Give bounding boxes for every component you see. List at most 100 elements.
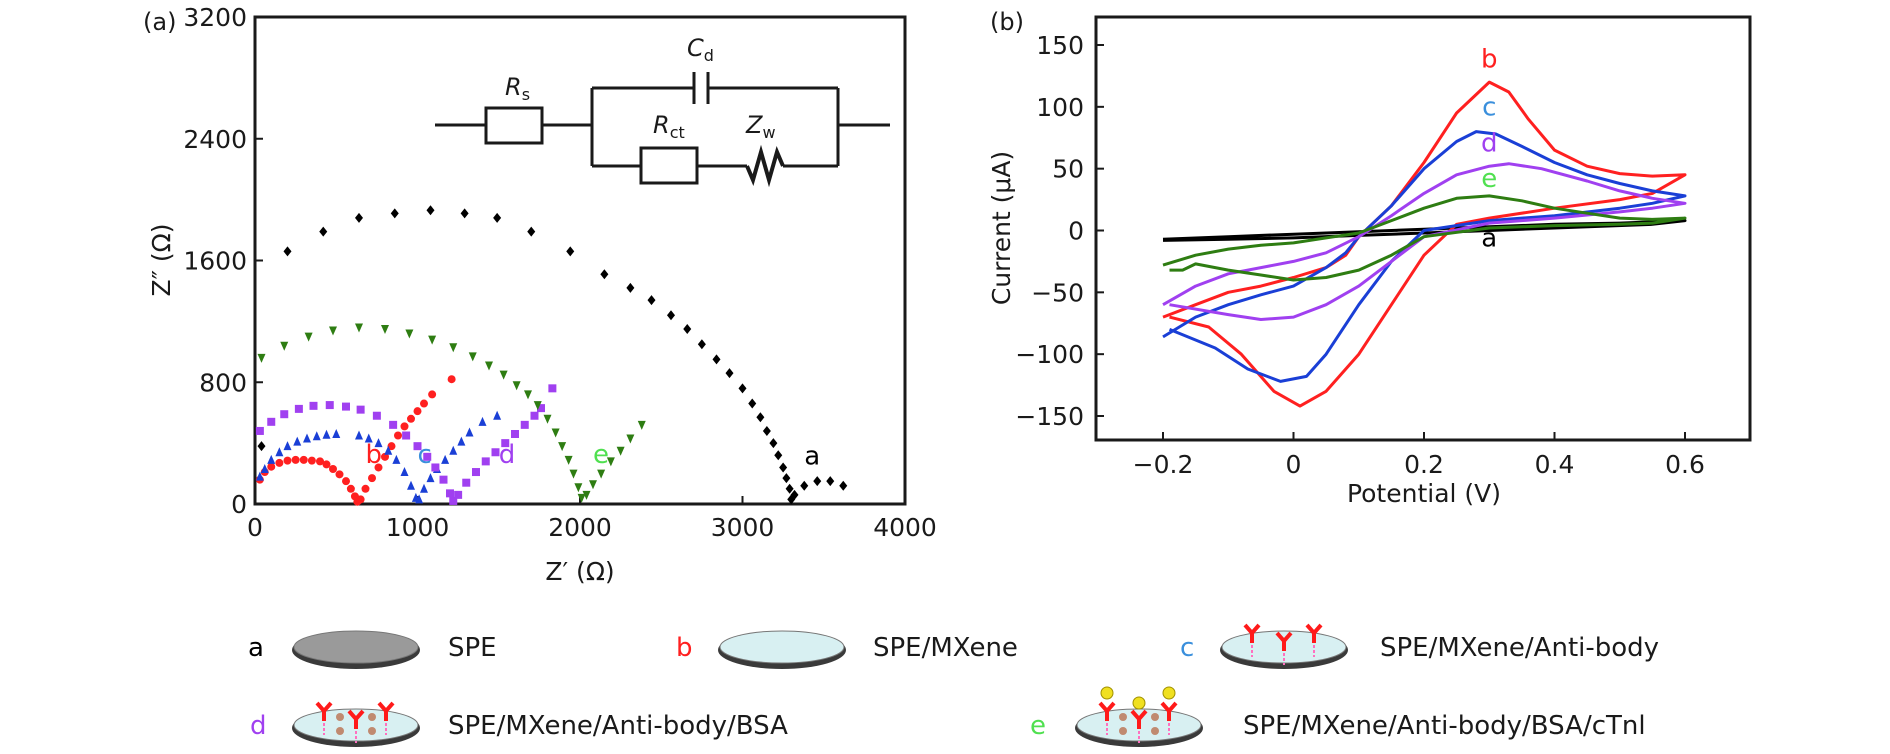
- data-point: [537, 404, 545, 413]
- data-point: [342, 477, 350, 486]
- legend-key-d: d: [250, 711, 267, 741]
- data-point: [368, 474, 376, 483]
- data-point: [530, 411, 539, 420]
- data-point: [304, 332, 313, 342]
- x-tick-label: 4000: [873, 513, 937, 542]
- data-point: [533, 401, 542, 411]
- legend-item-b: b SPE/MXene: [676, 630, 1018, 669]
- y-tick-label: 50: [1052, 155, 1084, 184]
- data-point: [446, 489, 454, 498]
- bsa-glyph: [1151, 727, 1159, 735]
- data-point: [712, 354, 721, 365]
- series-label-e: e: [1481, 164, 1497, 194]
- data-point: [413, 407, 422, 416]
- data-point: [322, 429, 331, 439]
- data-point: [647, 295, 656, 306]
- data-point: [355, 430, 363, 440]
- y-tick-label: 0: [231, 490, 247, 519]
- y-tick-label: 3200: [183, 3, 247, 32]
- legend: a SPE b SPE/MXene c SPE/MXene/Anti-body d SPE/M…: [248, 623, 1659, 747]
- data-point: [355, 323, 363, 333]
- panel-b-cv-plot: (b) −0.2 0 0.2 0.4 0.6 150 100 50 0 −50 −100 −150 b…: [987, 8, 1752, 508]
- data-point: [457, 436, 466, 446]
- bare-electrode-icon: [292, 630, 420, 669]
- bsa-glyph: [368, 727, 376, 735]
- antibody-glyph: [1275, 631, 1293, 651]
- data-point: [303, 433, 311, 443]
- ctni-electrode-icon: [1075, 686, 1203, 747]
- data-point: [468, 352, 477, 362]
- y-tick-label: 800: [199, 368, 247, 397]
- data-point: [762, 425, 771, 436]
- data-point: [387, 442, 396, 451]
- data-point: [329, 326, 337, 336]
- bsa-glyph: [1119, 713, 1127, 721]
- legend-key-b: b: [676, 633, 693, 663]
- data-point: [769, 438, 778, 449]
- series-label-b: b: [1481, 44, 1498, 74]
- resistor-rct-icon: [639, 146, 699, 185]
- data-point: [485, 361, 493, 371]
- y-tick-label: −100: [1015, 340, 1084, 369]
- series-b-line: [1162, 80, 1687, 408]
- data-point: [405, 329, 414, 339]
- data-point: [449, 343, 458, 353]
- data-point: [255, 426, 264, 435]
- data-point: [431, 463, 440, 472]
- data-point: [725, 368, 734, 379]
- data-point: [299, 455, 308, 464]
- legend-item-a: a SPE: [248, 630, 497, 669]
- data-point: [813, 476, 822, 487]
- data-point: [355, 212, 363, 223]
- series-label-c: c: [418, 440, 432, 470]
- ctni-glyph: [1162, 686, 1176, 700]
- legend-text-e: SPE/MXene/Anti-body/BSA/cTnl: [1243, 711, 1646, 741]
- data-point: [597, 469, 606, 479]
- data-point: [423, 452, 432, 461]
- ctni-glyph: [1100, 686, 1114, 700]
- data-point: [389, 420, 398, 429]
- y-tick-label: 2400: [183, 125, 247, 154]
- panel-a-x-axis-title: Z′ (Ω): [545, 557, 614, 586]
- data-point: [756, 412, 765, 423]
- data-point: [426, 473, 435, 483]
- data-point: [782, 473, 791, 484]
- data-point: [564, 455, 573, 465]
- data-point: [582, 490, 591, 500]
- y-tick-label: −50: [1031, 278, 1084, 307]
- bsa-glyph: [368, 713, 376, 721]
- data-point: [493, 410, 502, 420]
- x-tick-label: 3000: [711, 513, 775, 542]
- warburg-zw-icon: [745, 144, 785, 188]
- x-tick-label: −0.2: [1133, 450, 1194, 479]
- data-point: [616, 446, 625, 456]
- legend-key-a: a: [248, 633, 264, 663]
- data-point: [267, 417, 276, 426]
- data-point: [407, 414, 415, 423]
- data-point: [374, 438, 383, 448]
- bsa-glyph: [1151, 713, 1159, 721]
- data-point: [312, 431, 321, 441]
- data-point: [441, 454, 450, 464]
- data-point: [551, 428, 560, 438]
- series-label-c: c: [1482, 92, 1496, 122]
- data-point: [527, 226, 536, 237]
- data-point: [364, 433, 373, 443]
- data-point: [472, 468, 480, 477]
- data-point: [280, 410, 289, 419]
- data-point: [275, 458, 284, 467]
- legend-text-d: SPE/MXene/Anti-body/BSA: [448, 711, 788, 741]
- data-point: [785, 483, 794, 494]
- data-point: [577, 493, 586, 503]
- x-tick-label: 2000: [548, 513, 612, 542]
- data-point: [697, 339, 706, 350]
- data-point: [291, 455, 300, 464]
- data-point: [606, 457, 615, 467]
- antibody-glyph: [377, 701, 395, 721]
- data-point: [800, 480, 809, 491]
- data-point: [511, 429, 519, 438]
- data-point: [454, 490, 463, 499]
- data-point: [499, 370, 508, 380]
- data-point: [462, 478, 471, 487]
- series-d-line: [1162, 162, 1687, 321]
